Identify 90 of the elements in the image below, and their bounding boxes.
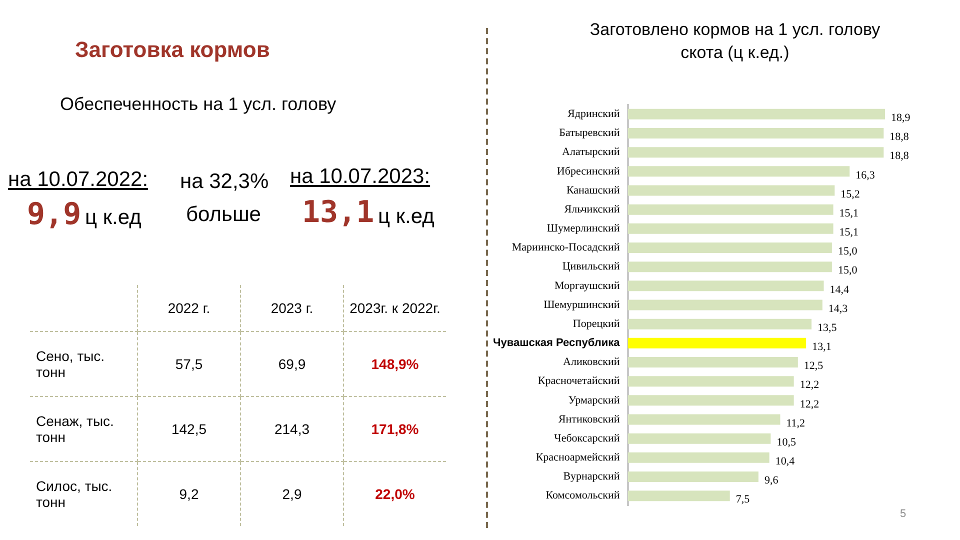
data-label: 11,2 bbox=[786, 417, 806, 430]
text: Обеспеченность на 1 усл. голову bbox=[60, 94, 336, 115]
text: больше bbox=[186, 203, 261, 227]
text: 22,0% bbox=[344, 462, 446, 526]
bar bbox=[628, 452, 770, 463]
data-label: 18,9 bbox=[891, 112, 911, 124]
y-tick-label: Ядринский bbox=[568, 108, 620, 120]
text: 9,9 bbox=[27, 197, 82, 232]
y-tick-label: Цивильский bbox=[562, 260, 620, 273]
bar bbox=[628, 280, 824, 292]
data-label: 12,5 bbox=[804, 360, 824, 372]
data-label: 15,0 bbox=[838, 264, 858, 277]
y-tick-label: Моргаушский bbox=[554, 280, 620, 292]
data-label: 15,2 bbox=[840, 188, 860, 200]
y-tick-label: Яльчикский bbox=[564, 203, 620, 216]
text: Сенаж, тыс. тонн bbox=[30, 396, 138, 462]
bar bbox=[628, 395, 794, 406]
y-tick-label: Чувашская Республика bbox=[492, 337, 621, 350]
text: 171,8% bbox=[344, 396, 446, 462]
data-label: 18,8 bbox=[890, 131, 910, 144]
bar bbox=[628, 223, 834, 234]
bar bbox=[628, 357, 798, 368]
bar bbox=[628, 433, 771, 444]
data-label: 14,3 bbox=[828, 302, 848, 315]
text: 2,9 bbox=[240, 462, 344, 526]
data-label: 9,6 bbox=[764, 474, 779, 487]
text: Сено, тыс. тонн bbox=[30, 332, 138, 396]
text: 142,5 bbox=[138, 396, 240, 462]
text: 214,3 bbox=[240, 396, 344, 462]
y-tick-label: Батыревский bbox=[559, 127, 620, 140]
bar bbox=[628, 338, 806, 348]
bar bbox=[628, 376, 794, 387]
y-tick-label: Шемуршинский bbox=[544, 298, 620, 311]
text: 2022 г. bbox=[138, 285, 240, 332]
text: 69,9 bbox=[240, 332, 344, 396]
chart-title: Заготовлено кормов на 1 усл. голову скота (ц к.ед.) bbox=[588, 19, 882, 64]
data-label: 18,8 bbox=[890, 150, 910, 162]
y-tick-label: Порецкий bbox=[572, 318, 620, 330]
y-tick-label: Комсомольский bbox=[546, 490, 620, 502]
y-tick-label: Канашский bbox=[566, 184, 620, 196]
text: 9,2 bbox=[138, 462, 240, 526]
data-label: 14,4 bbox=[830, 284, 850, 296]
text: Силос, тыс. тонн bbox=[30, 462, 138, 526]
bar bbox=[628, 262, 832, 272]
bar bbox=[628, 147, 884, 158]
bar bbox=[628, 128, 884, 138]
data-label: 13,1 bbox=[812, 341, 832, 354]
bar bbox=[628, 472, 758, 482]
y-tick-label: Красночетайский bbox=[538, 375, 620, 388]
text: 5 bbox=[900, 508, 906, 520]
data-label: 10,4 bbox=[775, 456, 796, 468]
data-label: 10,5 bbox=[776, 436, 796, 448]
y-tick-label: Красноармейский bbox=[536, 452, 620, 464]
data-label: 15,1 bbox=[839, 226, 859, 239]
data-label: 15,1 bbox=[839, 207, 859, 220]
bar bbox=[628, 108, 886, 120]
data-label: 7,5 bbox=[736, 494, 750, 506]
text: на 10.07.2022: bbox=[8, 168, 148, 192]
bar bbox=[628, 166, 850, 177]
y-tick-label: Аликовский bbox=[563, 356, 620, 368]
data-label: 12,2 bbox=[800, 398, 820, 410]
bar bbox=[628, 204, 834, 215]
y-tick-label: Вурнарский bbox=[563, 470, 620, 483]
y-tick-label: Шумерлинский bbox=[546, 222, 620, 235]
y-tick-label: Янтиковский bbox=[558, 413, 620, 426]
text: 2023г. к 2022г. bbox=[344, 285, 446, 332]
data-label: 15,0 bbox=[838, 246, 858, 258]
bar bbox=[628, 490, 730, 502]
y-tick-label: Ибресинский bbox=[556, 165, 620, 178]
bar bbox=[628, 414, 780, 425]
y-tick-label: Чебоксарский bbox=[554, 432, 620, 444]
text: ц к.ед bbox=[378, 205, 434, 229]
text: 148,9% bbox=[344, 332, 446, 396]
bar bbox=[628, 300, 822, 310]
text: 13,1 bbox=[302, 195, 374, 230]
text: 57,5 bbox=[138, 332, 240, 396]
text: на 10.07.2023: bbox=[290, 165, 430, 189]
bar bbox=[628, 318, 812, 330]
text: Заготовка кормов bbox=[75, 37, 270, 63]
bar bbox=[628, 185, 835, 196]
data-label: 16,3 bbox=[856, 169, 876, 182]
bar bbox=[628, 242, 832, 253]
y-tick-label: Алатырский bbox=[562, 146, 620, 158]
text: 2023 г. bbox=[240, 285, 344, 332]
text: на 32,3% bbox=[180, 170, 269, 194]
data-label: 13,5 bbox=[818, 322, 838, 334]
data-label: 12,2 bbox=[800, 379, 820, 392]
text: ц к.ед bbox=[85, 206, 142, 230]
y-tick-label: Урмарский bbox=[568, 394, 620, 406]
y-tick-label: Мариинско-Посадский bbox=[512, 242, 620, 254]
